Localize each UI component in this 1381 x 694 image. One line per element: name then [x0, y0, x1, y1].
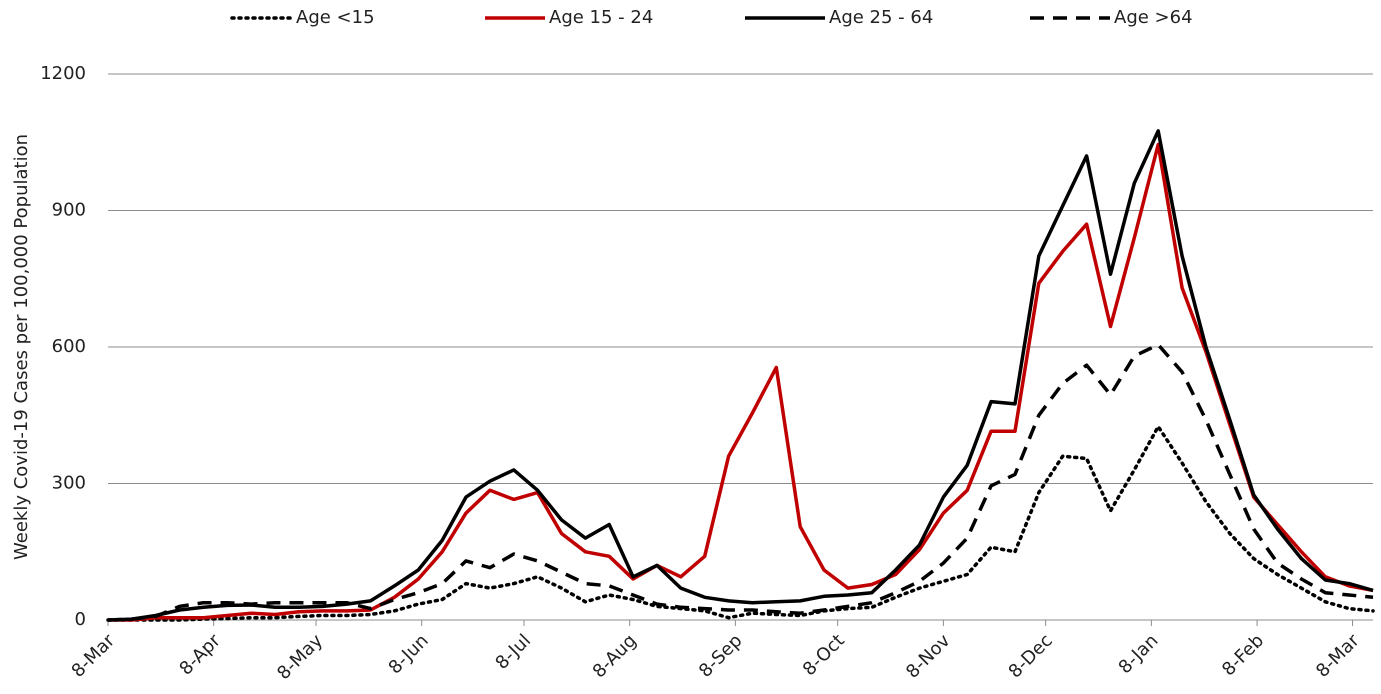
series-line — [108, 142, 1374, 622]
x-tick-label: 8-Mar — [68, 630, 120, 682]
series-line — [107, 129, 1374, 622]
y-tick-label: 300 — [52, 473, 86, 494]
series-line — [107, 342, 1374, 622]
y-tick-label: 0 — [75, 609, 86, 630]
x-tick-label: 8-Feb — [1218, 630, 1268, 680]
series-line — [106, 424, 1375, 622]
x-tick-label: 8-Jun — [385, 630, 433, 678]
x-tick-label: 8-Mar — [1312, 630, 1364, 682]
x-tick-label: 8-Dec — [1005, 630, 1057, 682]
legend-label: Age <15 — [296, 7, 375, 28]
y-tick-label: 1200 — [40, 63, 86, 84]
x-tick-label: 8-Jan — [1115, 630, 1163, 678]
x-tick-label: 8-May — [273, 630, 327, 684]
legend-label: Age 15 - 24 — [549, 7, 653, 28]
y-tick-label: 900 — [52, 200, 86, 221]
x-tick-label: 8-Oct — [799, 630, 849, 680]
y-axis-label: Weekly Covid-19 Cases per 100,000 Popula… — [11, 134, 32, 560]
x-tick-label: 8-Sep — [695, 630, 747, 682]
x-tick-label: 8-Aug — [589, 630, 641, 682]
y-tick-label: 600 — [52, 336, 86, 357]
x-tick-label: 8-Nov — [902, 630, 955, 683]
legend-label: Age 25 - 64 — [829, 7, 933, 28]
x-tick-label: 8-Apr — [175, 630, 225, 680]
legend-label: Age >64 — [1114, 7, 1193, 28]
x-tick-label: 8-Jul — [491, 630, 535, 674]
